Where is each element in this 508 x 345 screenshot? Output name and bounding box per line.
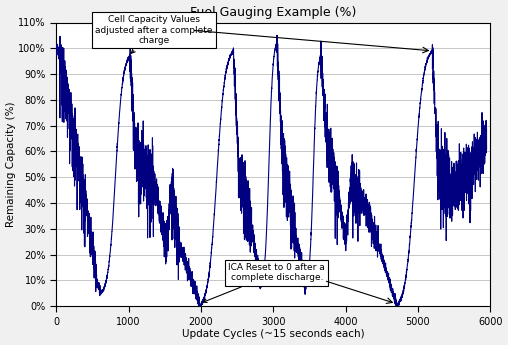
- X-axis label: Update Cycles (~15 seconds each): Update Cycles (~15 seconds each): [182, 329, 365, 339]
- Text: ICA Reset to 0 after a
complete discharge.: ICA Reset to 0 after a complete discharg…: [203, 263, 325, 303]
- Text: Cell Capacity Values
adjusted after a complete
charge: Cell Capacity Values adjusted after a co…: [95, 15, 213, 53]
- Title: Fuel Gauging Example (%): Fuel Gauging Example (%): [190, 6, 357, 19]
- Y-axis label: Remaining Capacity (%): Remaining Capacity (%): [6, 102, 16, 227]
